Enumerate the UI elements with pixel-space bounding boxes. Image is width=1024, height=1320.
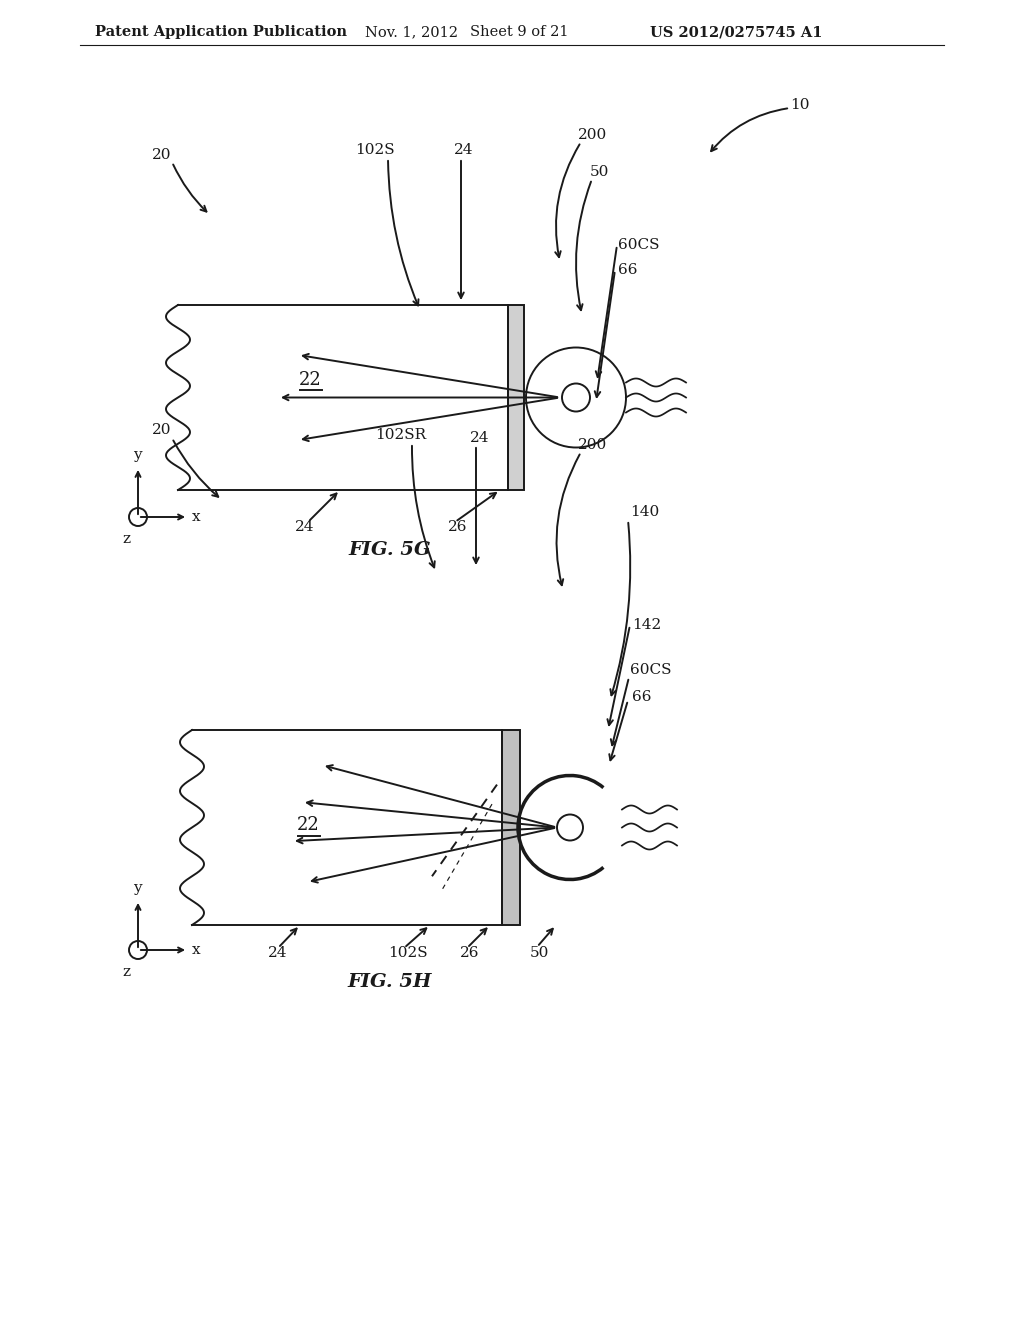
Text: FIG. 5H: FIG. 5H bbox=[348, 973, 432, 991]
Text: Sheet 9 of 21: Sheet 9 of 21 bbox=[470, 25, 568, 40]
Text: Patent Application Publication: Patent Application Publication bbox=[95, 25, 347, 40]
Text: 20: 20 bbox=[152, 422, 171, 437]
Text: 22: 22 bbox=[299, 371, 322, 389]
Text: z: z bbox=[122, 532, 130, 546]
Text: 200: 200 bbox=[578, 128, 607, 143]
Text: 102S: 102S bbox=[388, 946, 428, 960]
Text: y: y bbox=[133, 880, 141, 895]
Text: y: y bbox=[133, 447, 141, 462]
Text: x: x bbox=[193, 942, 201, 957]
Text: 50: 50 bbox=[530, 946, 549, 960]
Text: 50: 50 bbox=[590, 165, 609, 180]
Text: 102SR: 102SR bbox=[375, 428, 426, 442]
Circle shape bbox=[129, 508, 147, 525]
Circle shape bbox=[562, 384, 590, 412]
Text: 26: 26 bbox=[460, 946, 479, 960]
Text: 142: 142 bbox=[632, 618, 662, 632]
Text: 200: 200 bbox=[578, 438, 607, 451]
Text: Nov. 1, 2012: Nov. 1, 2012 bbox=[365, 25, 458, 40]
Text: FIG. 5G: FIG. 5G bbox=[349, 541, 431, 558]
Text: 140: 140 bbox=[630, 506, 659, 519]
Text: 24: 24 bbox=[470, 432, 489, 445]
Text: 26: 26 bbox=[449, 520, 468, 535]
Bar bbox=[508, 305, 524, 490]
Text: 24: 24 bbox=[268, 946, 288, 960]
Text: x: x bbox=[193, 510, 201, 524]
Text: 60CS: 60CS bbox=[630, 663, 672, 677]
Text: 66: 66 bbox=[632, 690, 651, 704]
Text: 102S: 102S bbox=[355, 143, 394, 157]
Text: 60CS: 60CS bbox=[618, 238, 659, 252]
Circle shape bbox=[526, 347, 626, 447]
Circle shape bbox=[557, 814, 583, 841]
Text: 22: 22 bbox=[297, 816, 319, 834]
Text: 10: 10 bbox=[790, 98, 810, 112]
Text: z: z bbox=[122, 965, 130, 979]
Text: 20: 20 bbox=[152, 148, 171, 162]
Text: US 2012/0275745 A1: US 2012/0275745 A1 bbox=[650, 25, 822, 40]
Bar bbox=[502, 730, 520, 925]
Text: 24: 24 bbox=[295, 520, 314, 535]
Text: 66: 66 bbox=[618, 263, 638, 277]
Text: 24: 24 bbox=[454, 143, 473, 157]
Circle shape bbox=[129, 941, 147, 960]
